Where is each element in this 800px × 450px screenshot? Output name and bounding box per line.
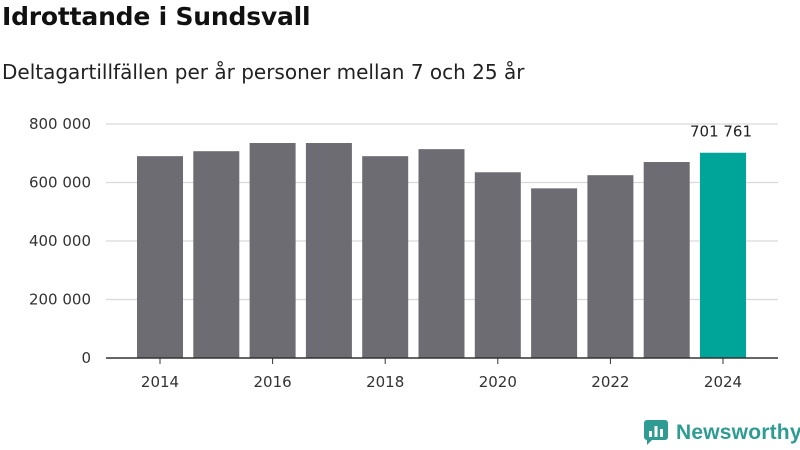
bar-2016: [249, 143, 296, 358]
y-axis-ticks: 0 200 000 400 000 600 000 800 000: [29, 115, 91, 367]
y-tick-label: 0: [81, 349, 91, 367]
bar-2022: [587, 175, 634, 358]
chart-title: Idrottande i Sundsvall: [2, 2, 311, 31]
x-tick-label: 2022: [591, 373, 629, 391]
x-tick-label: 2020: [479, 373, 517, 391]
x-tick-label: 2016: [254, 373, 292, 391]
y-tick-label: 600 000: [29, 174, 91, 192]
data-label: 701 761: [690, 123, 752, 141]
chart-subtitle: Deltagartillfällen per år personer mella…: [2, 60, 525, 84]
bar-2024: [700, 152, 746, 358]
y-tick-label: 800 000: [29, 115, 91, 133]
brand-name: Newsworthy: [676, 421, 800, 444]
bar-2020: [474, 172, 521, 358]
newsworthy-brand: Newsworthy: [644, 420, 800, 446]
bar-2014: [137, 156, 183, 358]
bar-2017: [305, 143, 352, 358]
x-axis-ticks: 2014 2016 2018 2020 2022 2024: [141, 358, 742, 391]
x-tick-label: 2024: [704, 373, 742, 391]
bar-2018: [362, 156, 409, 358]
y-tick-label: 400 000: [29, 232, 91, 250]
x-tick-label: 2018: [366, 373, 404, 391]
data-labels: 701 761: [690, 123, 752, 141]
bars: [137, 143, 746, 358]
bar-2023: [643, 162, 690, 358]
newsworthy-logo-icon: [644, 420, 668, 445]
y-tick-label: 200 000: [29, 291, 91, 309]
bar-2019: [418, 149, 465, 358]
x-tick-label: 2014: [141, 373, 179, 391]
bar-2021: [531, 188, 578, 358]
bar-2015: [193, 151, 240, 358]
